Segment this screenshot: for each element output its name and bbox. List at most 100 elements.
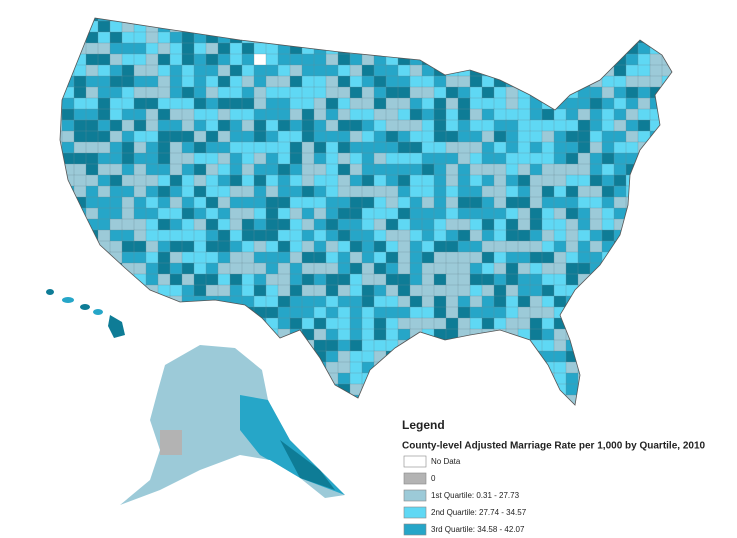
county	[409, 372, 423, 385]
county	[373, 317, 387, 330]
county	[229, 119, 243, 132]
county	[577, 64, 591, 77]
county	[109, 130, 123, 143]
county	[397, 141, 411, 154]
county	[313, 328, 327, 341]
county	[253, 163, 267, 176]
county	[301, 306, 315, 319]
county	[385, 394, 399, 405]
county	[469, 372, 483, 385]
county	[157, 350, 171, 363]
county	[217, 152, 231, 165]
county	[60, 361, 63, 374]
county	[493, 295, 507, 308]
county	[589, 361, 603, 374]
county	[289, 262, 303, 275]
county	[649, 53, 663, 66]
county	[349, 185, 363, 198]
county	[601, 339, 615, 352]
county	[457, 372, 471, 385]
county	[145, 361, 159, 374]
county	[529, 42, 543, 55]
county	[373, 251, 387, 264]
county	[121, 119, 135, 132]
county	[529, 361, 543, 374]
county	[253, 350, 267, 363]
county	[397, 163, 411, 176]
county	[517, 207, 531, 220]
county	[121, 174, 135, 187]
county	[637, 86, 651, 99]
county	[60, 218, 63, 231]
county	[649, 394, 663, 405]
county	[601, 207, 615, 220]
county	[85, 229, 99, 242]
county	[661, 361, 672, 374]
county	[553, 394, 567, 405]
county	[109, 196, 123, 209]
county	[121, 207, 135, 220]
county	[157, 251, 171, 264]
county	[493, 262, 507, 275]
county	[277, 229, 291, 242]
county	[674, 65, 687, 77]
county	[337, 196, 351, 209]
county	[433, 174, 447, 187]
county	[565, 317, 579, 330]
county	[505, 383, 519, 396]
county	[193, 218, 207, 231]
county	[134, 406, 147, 418]
county	[193, 53, 207, 66]
county	[589, 229, 603, 242]
county	[433, 31, 447, 44]
county	[373, 152, 387, 165]
legend-title: County-level Adjusted Marriage Rate per …	[402, 441, 706, 452]
county	[469, 119, 483, 132]
county	[373, 42, 387, 55]
county	[373, 119, 387, 132]
county	[493, 317, 507, 330]
county	[277, 240, 291, 253]
county	[662, 406, 675, 418]
county	[517, 86, 531, 99]
county	[133, 108, 147, 121]
county	[169, 64, 183, 77]
county	[445, 339, 459, 352]
county	[157, 152, 171, 165]
county	[397, 240, 411, 253]
county	[133, 75, 147, 88]
county	[553, 75, 567, 88]
county	[481, 42, 495, 55]
county	[637, 394, 651, 405]
county	[289, 174, 303, 187]
county	[121, 163, 135, 176]
county	[481, 18, 495, 22]
county	[229, 18, 243, 22]
county	[121, 141, 135, 154]
county	[181, 119, 195, 132]
county	[145, 383, 159, 396]
county	[421, 240, 435, 253]
county	[625, 53, 639, 66]
county	[397, 251, 411, 264]
county	[409, 75, 423, 88]
county	[565, 152, 579, 165]
county	[85, 383, 99, 396]
county	[133, 31, 147, 44]
county	[649, 383, 663, 396]
county	[109, 218, 123, 231]
county	[241, 53, 255, 66]
county	[277, 262, 291, 275]
county	[253, 20, 267, 33]
county	[553, 262, 567, 275]
county	[505, 317, 519, 330]
county	[529, 317, 543, 330]
county	[433, 86, 447, 99]
county	[649, 75, 663, 88]
county	[97, 130, 111, 143]
county	[577, 141, 591, 154]
county	[493, 108, 507, 121]
county	[181, 284, 195, 297]
county	[277, 306, 291, 319]
